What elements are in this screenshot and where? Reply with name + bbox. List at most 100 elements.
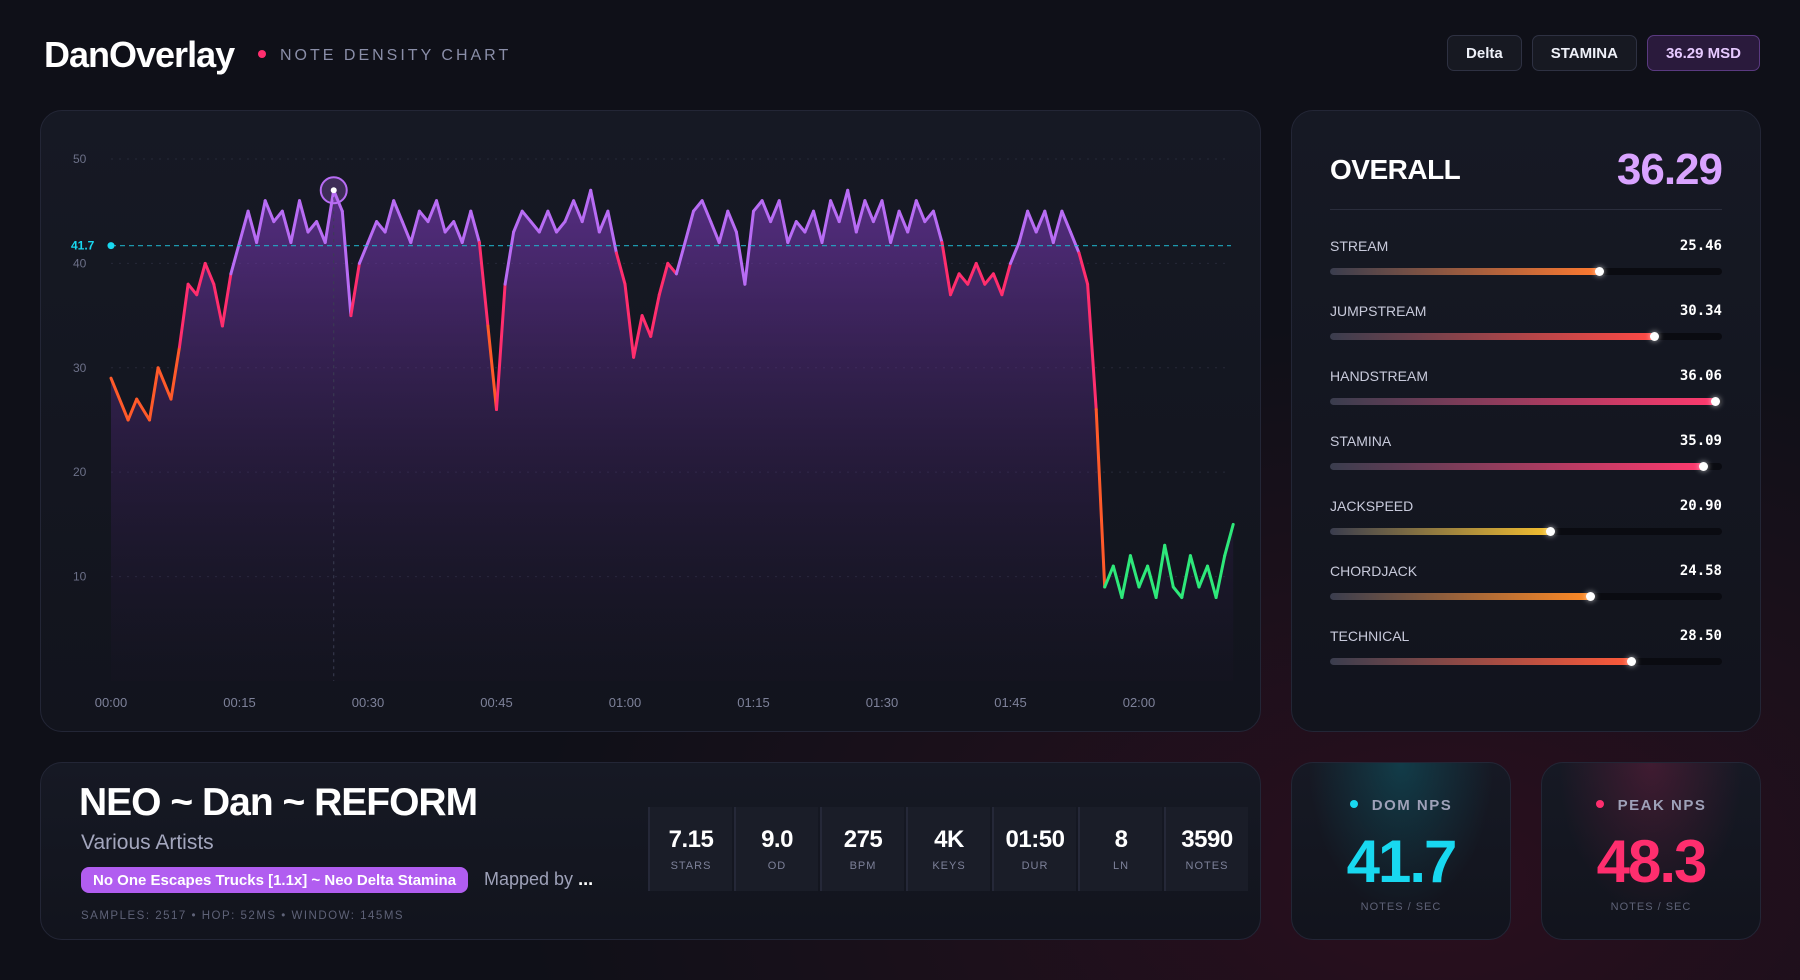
density-line-segment <box>563 199 576 224</box>
stat-value: 8 <box>1114 826 1128 853</box>
skill-value: 20.90 <box>1679 498 1722 514</box>
skill-bar-fill <box>1330 398 1717 405</box>
skill-bar-fill <box>1330 333 1656 340</box>
density-line-segment <box>186 282 199 297</box>
density-line-segment <box>1043 209 1055 244</box>
skill-value: 30.34 <box>1679 303 1722 319</box>
skill-label: CHORDJACK <box>1330 563 1418 579</box>
stat-label: STARS <box>670 860 712 872</box>
density-line-segment <box>1017 209 1030 244</box>
x-tick-label: 00:15 <box>223 695 256 710</box>
x-tick-label: 00:30 <box>352 695 385 710</box>
density-line-segment <box>649 293 661 338</box>
density-line-segment <box>957 272 970 286</box>
x-tick-label: 00:00 <box>95 695 128 710</box>
stat-label: NOTES <box>1185 860 1229 872</box>
skill-bar-knob <box>1699 462 1709 471</box>
mapper-line: Mapped by ... <box>484 869 593 890</box>
density-line-segment <box>477 241 490 328</box>
skill-value: 35.09 <box>1679 433 1722 449</box>
density-line-segment <box>760 199 773 224</box>
stat-ln: 8 LN <box>1078 807 1162 891</box>
density-line-segment <box>966 261 978 286</box>
density-line-segment <box>443 220 456 234</box>
density-line-segment <box>572 199 584 224</box>
density-chart-panel: 10 20 30 40 50 00:00 00:15 00:30 00:45 01:00 01:15… <box>40 110 1261 732</box>
skill-value: 36.06 <box>1679 368 1722 384</box>
density-line-segment <box>743 209 755 286</box>
density-line-segment <box>229 241 241 276</box>
skill-label: STAMINA <box>1330 433 1392 449</box>
skill-bar-fill <box>1330 658 1632 665</box>
skill-bar <box>1330 527 1722 536</box>
peak-marker-dot <box>330 187 337 194</box>
skill-bar-knob <box>1711 397 1721 406</box>
density-line-segment <box>777 199 790 244</box>
density-line-segment <box>1206 564 1218 599</box>
density-line-segment <box>632 314 644 359</box>
skill-row-jumpstream: JUMPSTREAM 30.34 <box>1330 303 1722 343</box>
density-chart[interactable]: 10 20 30 40 50 00:00 00:15 00:30 00:45 01:00 01:15… <box>41 111 1260 731</box>
density-line-segment <box>1009 241 1021 265</box>
y-tick-label: 10 <box>73 570 87 584</box>
peak-nps-card: PEAK NPS 48.3 NOTES / SEC <box>1541 762 1761 940</box>
density-line-segment <box>417 209 430 224</box>
density-line-segment <box>1034 209 1047 234</box>
page-subtitle: NOTE DENSITY CHART <box>280 47 512 64</box>
density-line-segment <box>203 261 216 286</box>
skill-bar-knob <box>1626 657 1636 666</box>
density-line-segment <box>906 199 918 234</box>
density-line-segment <box>238 209 250 244</box>
density-line-segment <box>469 209 481 244</box>
density-line-segment <box>400 220 413 244</box>
skill-label: JACKSPEED <box>1330 498 1414 514</box>
skill-bar-knob <box>1585 592 1595 601</box>
skill-bar-knob <box>1595 267 1605 276</box>
density-line-segment <box>529 220 541 234</box>
density-line-segment <box>1146 564 1158 599</box>
density-line-segment <box>846 188 858 234</box>
skill-value: 28.50 <box>1679 628 1722 644</box>
chip-group: Delta STAMINA 36.29 MSD <box>1447 35 1760 71</box>
stat-bpm: 275 BPM <box>820 807 904 891</box>
dominant-nps-dot <box>107 242 115 250</box>
skill-bar <box>1330 592 1722 601</box>
skill-row-jackspeed: JACKSPEED 20.90 <box>1330 498 1722 538</box>
difficulty-badge[interactable]: No One Escapes Trucks [1.1x] ~ Neo Delta… <box>81 867 469 893</box>
density-line-segment <box>606 209 618 255</box>
density-line-segment <box>871 199 884 224</box>
chip-game-mode[interactable]: Delta <box>1447 35 1522 71</box>
density-line-segment <box>409 209 421 244</box>
density-line-segment <box>1086 282 1098 411</box>
density-line-segment <box>1051 209 1064 244</box>
density-line-segment <box>272 209 284 224</box>
stat-label: DUR <box>1021 860 1049 872</box>
song-title: NEO ~ Dan ~ REFORM <box>79 781 478 824</box>
density-line-segment <box>1026 209 1038 234</box>
density-line-segment <box>512 209 524 234</box>
density-line-segment <box>983 272 995 286</box>
density-line-segment <box>486 324 498 411</box>
density-line-segment <box>889 209 901 244</box>
density-line-segment <box>726 209 738 234</box>
density-line-segment <box>1214 554 1227 599</box>
density-line-segment <box>597 209 610 234</box>
skill-row-stream: STREAM 25.46 <box>1330 238 1722 278</box>
stat-value: 275 <box>843 826 883 853</box>
chip-skillset[interactable]: STAMINA <box>1531 35 1637 71</box>
density-line-segment <box>794 220 807 234</box>
mapper-prefix: Mapped by <box>484 869 574 889</box>
chip-msd[interactable]: 36.29 MSD <box>1646 35 1760 71</box>
divider <box>1330 209 1722 210</box>
density-line-segment <box>803 209 815 234</box>
mapper-name[interactable]: ... <box>578 869 594 889</box>
density-line-segment <box>812 209 824 244</box>
skill-row-technical: TECHNICAL 28.50 <box>1330 628 1722 668</box>
x-tick-label: 02:00 <box>1123 695 1156 710</box>
density-line-segment <box>674 241 687 276</box>
density-line-segment <box>734 230 747 286</box>
density-line-segment <box>880 199 893 244</box>
density-area <box>111 190 1234 682</box>
density-line-segment <box>854 199 867 234</box>
skill-bar <box>1330 462 1722 471</box>
